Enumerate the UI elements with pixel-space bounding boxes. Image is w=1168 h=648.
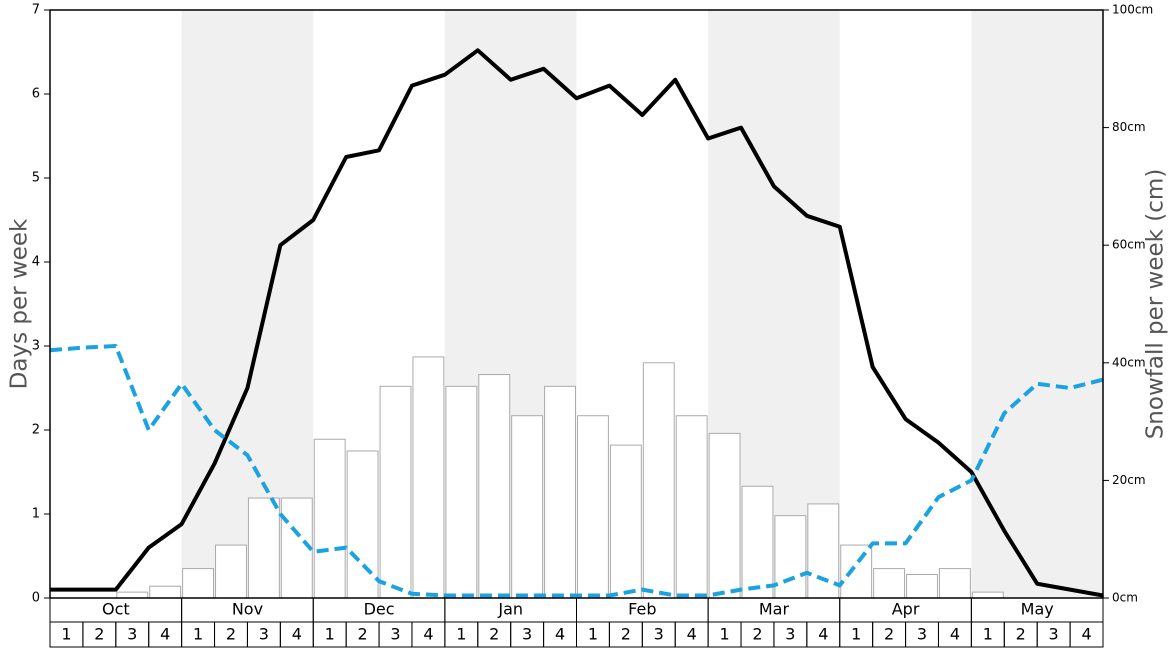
line-series bbox=[49, 344, 1104, 598]
y-tick-label: 6 bbox=[32, 87, 40, 102]
x-tick-label: 2 bbox=[752, 625, 762, 644]
y-tick-label: 3 bbox=[32, 339, 40, 354]
month-label: Jan bbox=[497, 600, 523, 619]
bar bbox=[116, 591, 149, 599]
bar bbox=[708, 432, 741, 599]
x-tick-label: 2 bbox=[884, 625, 894, 644]
bar bbox=[511, 415, 544, 599]
bar bbox=[873, 568, 906, 599]
y2-tick-label: 20cm bbox=[1112, 473, 1146, 487]
bar bbox=[544, 385, 576, 599]
x-tick-label: 1 bbox=[456, 625, 466, 644]
x-tick-label: 3 bbox=[522, 625, 532, 644]
month-label: Dec bbox=[364, 600, 395, 619]
x-tick-label: 3 bbox=[1049, 625, 1059, 644]
x-tick-label: 4 bbox=[950, 625, 960, 644]
x-tick-label: 4 bbox=[687, 625, 697, 644]
bar bbox=[149, 585, 182, 599]
x-tick-label: 3 bbox=[259, 625, 269, 644]
x-tick-label: 2 bbox=[1016, 625, 1026, 644]
x-tick-label: 1 bbox=[851, 625, 861, 644]
bar bbox=[247, 497, 280, 599]
bar bbox=[215, 544, 247, 599]
x-tick-label: 2 bbox=[358, 625, 368, 644]
bar bbox=[346, 450, 379, 599]
bar bbox=[379, 385, 412, 599]
bar bbox=[906, 573, 938, 599]
bar bbox=[478, 374, 511, 599]
bar bbox=[938, 568, 971, 599]
bar bbox=[741, 485, 774, 599]
y-tick-label: 2 bbox=[32, 423, 40, 438]
y2-tick-label: 60cm bbox=[1112, 238, 1146, 252]
x-tick-label: 4 bbox=[160, 625, 170, 644]
line-series bbox=[50, 48, 1104, 598]
x-tick-label: 1 bbox=[193, 625, 203, 644]
y-tick-label: 0 bbox=[32, 591, 40, 606]
y-tick-label: 5 bbox=[32, 171, 40, 186]
x-tick-label: 3 bbox=[654, 625, 664, 644]
bar bbox=[313, 438, 346, 599]
x-tick-label: 2 bbox=[94, 625, 104, 644]
bar bbox=[609, 444, 642, 599]
x-tick-label: 3 bbox=[917, 625, 927, 644]
month-label: Oct bbox=[102, 600, 130, 619]
x-tick-label: 4 bbox=[292, 625, 302, 644]
x-tick-label: 1 bbox=[719, 625, 729, 644]
month-label: May bbox=[1021, 600, 1054, 619]
month-label: Nov bbox=[232, 600, 263, 619]
x-tick-label: 4 bbox=[1081, 625, 1091, 644]
bar bbox=[445, 385, 478, 599]
x-tick-label: 4 bbox=[423, 625, 433, 644]
y-tick-label: 4 bbox=[32, 255, 40, 270]
bar bbox=[971, 591, 1004, 599]
x-tick-label: 3 bbox=[127, 625, 137, 644]
x-tick-label: 2 bbox=[489, 625, 499, 644]
month-bands bbox=[181, 10, 1103, 598]
bar bbox=[774, 515, 807, 599]
bar bbox=[840, 544, 873, 599]
y2-tick-label: 80cm bbox=[1112, 120, 1146, 134]
bar bbox=[182, 568, 215, 599]
x-tick-label: 3 bbox=[785, 625, 795, 644]
bar bbox=[642, 362, 675, 599]
bar bbox=[280, 497, 313, 599]
y-tick-label: 1 bbox=[32, 507, 40, 522]
x-tick-label: 1 bbox=[983, 625, 993, 644]
x-tick-label: 3 bbox=[390, 625, 400, 644]
y2-tick-label: 40cm bbox=[1112, 355, 1146, 369]
x-tick-label: 2 bbox=[621, 625, 631, 644]
x-tick-label: 1 bbox=[61, 625, 71, 644]
x-tick-label: 1 bbox=[325, 625, 335, 644]
x-tick-label: 2 bbox=[226, 625, 236, 644]
month-label: Feb bbox=[628, 600, 656, 619]
week-cell bbox=[1069, 621, 1104, 648]
y2-tick-label: 0cm bbox=[1112, 591, 1138, 605]
y2-tick-label: 100cm bbox=[1112, 3, 1153, 17]
x-tick-label: 1 bbox=[588, 625, 598, 644]
bar bbox=[807, 503, 840, 599]
month-label: Mar bbox=[759, 600, 790, 619]
y-axis-title: Days per week bbox=[7, 218, 33, 389]
y2-axis-title: Snowfall per week (cm) bbox=[1143, 169, 1168, 440]
bar bbox=[675, 415, 708, 599]
bar bbox=[412, 356, 445, 599]
month-band bbox=[971, 10, 1103, 598]
y-tick-label: 7 bbox=[32, 3, 40, 18]
month-label: Apr bbox=[892, 600, 920, 619]
x-tick-label: 4 bbox=[818, 625, 828, 644]
bar bbox=[577, 415, 609, 599]
x-tick-label: 4 bbox=[555, 625, 565, 644]
